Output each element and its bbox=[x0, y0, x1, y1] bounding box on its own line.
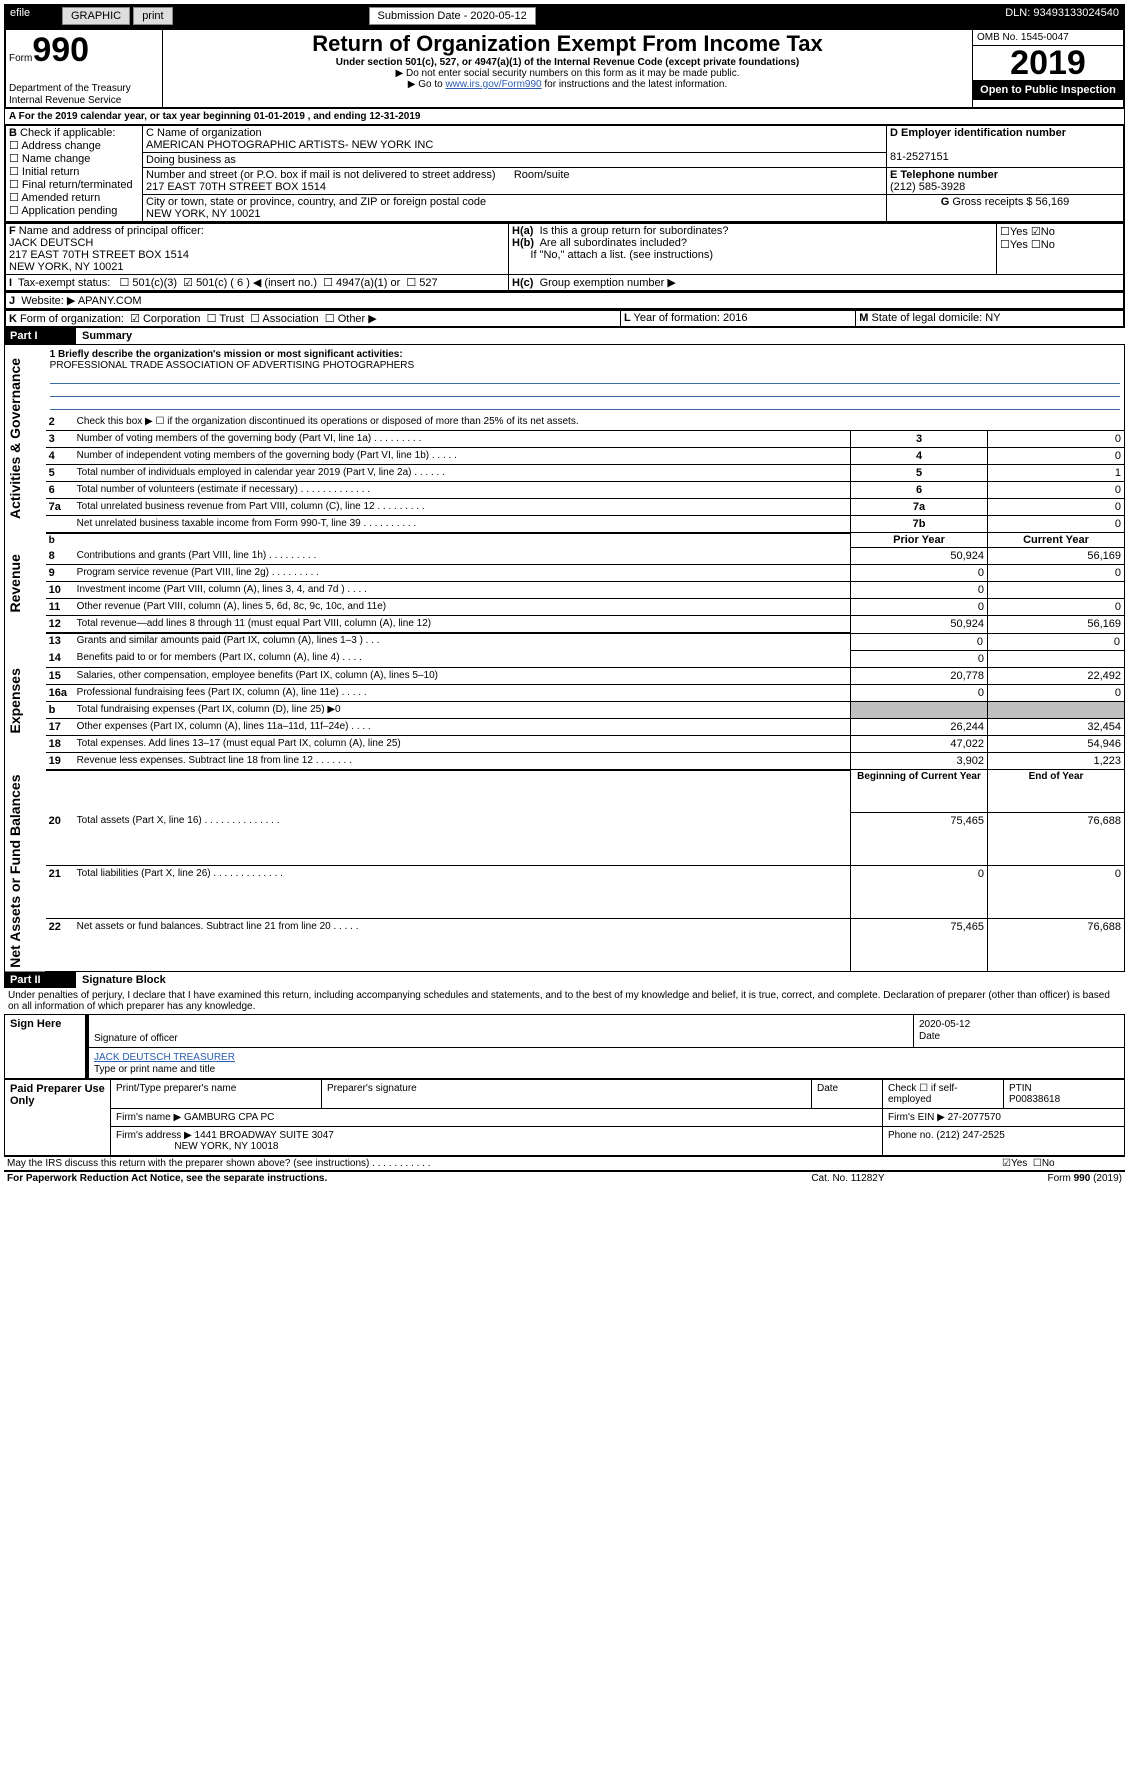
form-word: Form bbox=[9, 53, 32, 64]
side-netassets: Net Assets or Fund Balances bbox=[5, 770, 46, 972]
summary-grid: Activities & Governance 1 Briefly descri… bbox=[4, 344, 1125, 972]
website: APANY.COM bbox=[78, 295, 142, 307]
graphic-button[interactable]: GRAPHIC bbox=[62, 7, 130, 25]
street: 217 EAST 70TH STREET BOX 1514 bbox=[146, 181, 326, 193]
declaration: Under penalties of perjury, I declare th… bbox=[4, 988, 1125, 1014]
firm-name: GAMBURG CPA PC bbox=[184, 1112, 274, 1123]
paid-preparer-block: Paid Preparer Use Only Print/Type prepar… bbox=[4, 1079, 1125, 1156]
firm-phone: Phone no. (212) 247-2525 bbox=[883, 1126, 1125, 1155]
title-block: Form990 Department of the Treasury Inter… bbox=[4, 28, 1125, 109]
part1-label: Part I bbox=[4, 328, 76, 344]
side-governance: Activities & Governance bbox=[5, 345, 46, 533]
form-number: 990 bbox=[32, 31, 89, 69]
officer-name: JACK DEUTSCH bbox=[9, 237, 93, 249]
side-expenses: Expenses bbox=[5, 633, 46, 770]
ein: 81-2527151 bbox=[890, 151, 949, 163]
sign-block: Sign Here Signature of officer 2020-05-1… bbox=[4, 1014, 1125, 1079]
subtitle-3: ▶ Go to www.irs.gov/Form990 for instruct… bbox=[166, 79, 969, 90]
period-line: A For the 2019 calendar year, or tax yea… bbox=[4, 109, 1125, 125]
dln: DLN: 93493133024540 bbox=[1005, 7, 1119, 19]
ptin: P00838618 bbox=[1009, 1094, 1060, 1105]
irs-link[interactable]: www.irs.gov/Form990 bbox=[445, 79, 541, 90]
top-bar: efile GRAPHIC print Submission Date - 20… bbox=[4, 4, 1125, 28]
form-footer: Form 990 (2019) bbox=[939, 1171, 1125, 1185]
city: NEW YORK, NY 10021 bbox=[146, 208, 261, 220]
firm-ein: 27-2077570 bbox=[948, 1112, 1001, 1123]
phone: (212) 585-3928 bbox=[890, 181, 965, 193]
officer-block: F Name and address of principal officer:… bbox=[4, 223, 1125, 292]
return-title: Return of Organization Exempt From Incom… bbox=[166, 31, 969, 57]
subtitle-1: Under section 501(c), 527, or 4947(a)(1)… bbox=[166, 57, 969, 68]
gross-receipts: Gross receipts $ 56,169 bbox=[952, 196, 1069, 208]
mission-text: PROFESSIONAL TRADE ASSOCIATION OF ADVERT… bbox=[50, 360, 415, 371]
signer-name[interactable]: JACK DEUTSCH TREASURER bbox=[94, 1052, 235, 1063]
org-name: AMERICAN PHOTOGRAPHIC ARTISTS- NEW YORK … bbox=[146, 139, 433, 151]
part1-title: Summary bbox=[76, 328, 1125, 344]
open-public: Open to Public Inspection bbox=[973, 80, 1123, 100]
subtitle-2: ▶ Do not enter social security numbers o… bbox=[166, 68, 969, 79]
submission-date: Submission Date - 2020-05-12 bbox=[369, 7, 536, 25]
tax-year: 2019 bbox=[973, 46, 1123, 80]
entity-block: B Check if applicable: ☐ Address change … bbox=[4, 125, 1125, 223]
side-revenue: Revenue bbox=[5, 533, 46, 634]
pra-notice: For Paperwork Reduction Act Notice, see … bbox=[4, 1171, 757, 1185]
part2-label: Part II bbox=[4, 972, 76, 988]
efile-label: efile bbox=[10, 7, 30, 19]
dept: Department of the Treasury Internal Reve… bbox=[9, 83, 131, 106]
print-button[interactable]: print bbox=[133, 7, 172, 25]
part2-title: Signature Block bbox=[76, 972, 1125, 988]
